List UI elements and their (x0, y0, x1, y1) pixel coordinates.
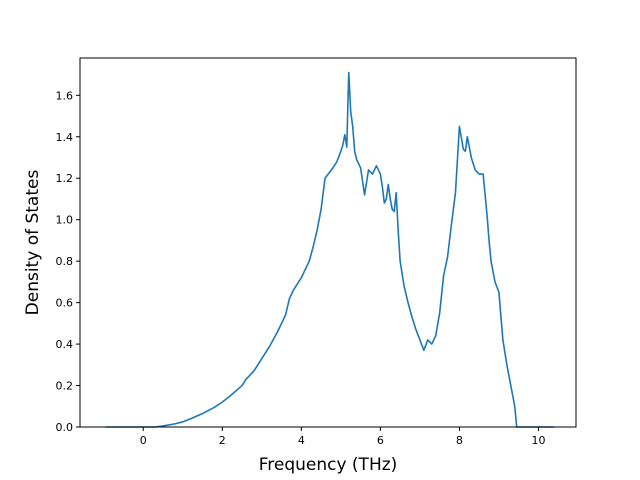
x-tick-label: 2 (219, 434, 226, 447)
y-tick-label: 0.2 (56, 380, 74, 393)
x-tick-label: 6 (377, 434, 384, 447)
dos-series-line-0 (105, 71, 555, 428)
axes-frame (79, 57, 577, 428)
y-tick-label: 0.4 (56, 338, 74, 351)
x-tick-label: 8 (456, 434, 463, 447)
y-axis: 0.0 0.2 0.4 0.6 0.8 1.0 1.2 1.4 1.6 (56, 89, 80, 434)
plot-area (105, 71, 555, 428)
y-tick-label: 1.2 (56, 172, 74, 185)
x-tick-label: 0 (140, 434, 147, 447)
x-axis-label: Frequency (THz) (259, 455, 398, 475)
y-tick-label: 0.0 (56, 421, 74, 434)
y-axis-label: Density of States (23, 170, 43, 316)
y-tick-label: 1.4 (56, 131, 74, 144)
y-tick-label: 0.6 (56, 297, 74, 310)
y-tick-label: 1.6 (56, 89, 74, 102)
x-axis: 0 2 4 6 8 10 (140, 427, 545, 447)
y-tick-label: 1.0 (56, 214, 74, 227)
x-tick-label: 4 (298, 434, 305, 447)
y-tick-label: 0.8 (56, 255, 74, 268)
x-tick-label: 10 (531, 434, 545, 447)
